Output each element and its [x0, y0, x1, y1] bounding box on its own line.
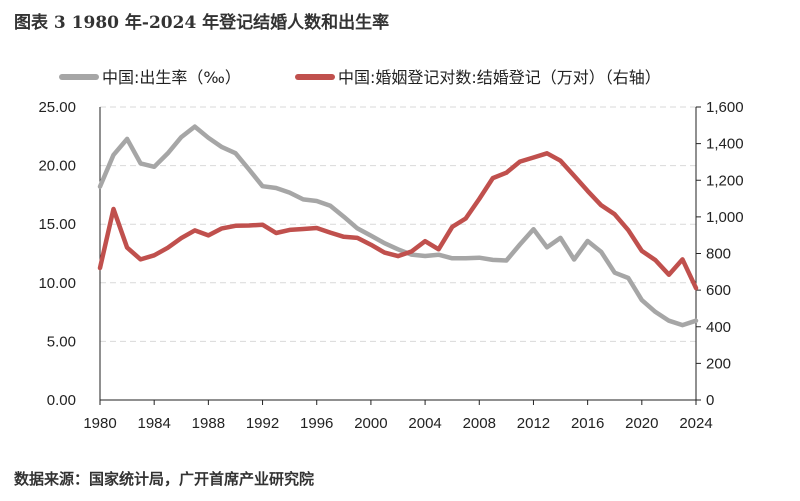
y-right-tick-label: 800 [706, 246, 731, 263]
y-right-tick-label: 1,400 [706, 136, 744, 153]
y-left-tick-label: 5.00 [47, 333, 76, 350]
y-right-tick-label: 0 [706, 392, 714, 409]
y-right-tick-label: 1,000 [706, 209, 744, 226]
series-line-marriages [97, 151, 699, 291]
y-left-tick-label: 0.00 [47, 392, 76, 409]
x-tick-label: 2020 [625, 415, 658, 432]
x-tick-label: 1988 [192, 415, 225, 432]
x-tick-label: 1980 [83, 415, 116, 432]
legend-label: 中国:婚姻登记对数:结婚登记（万对）（右轴） [338, 68, 661, 87]
legend-label: 中国:出生率（‰） [102, 68, 241, 87]
chart-title: 图表 3 1980 年-2024 年登记结婚人数和出生率 [14, 13, 390, 33]
x-tick-label: 1992 [246, 415, 279, 432]
y-left-tick-label: 20.00 [38, 158, 76, 175]
y-right-tick-label: 200 [706, 355, 731, 372]
source-note: 数据来源：国家统计局，广开首席产业研究院 [14, 470, 315, 488]
y-left-tick-label: 25.00 [38, 99, 76, 116]
y-right-tick-label: 600 [706, 282, 731, 299]
x-tick-label: 1996 [300, 415, 333, 432]
series-line-birth-rate [97, 124, 699, 328]
x-tick-label: 2000 [354, 415, 387, 432]
x-tick-label: 2012 [517, 415, 550, 432]
x-tick-label: 2024 [679, 415, 712, 432]
y-right-tick-label: 1,600 [706, 99, 744, 116]
x-tick-label: 1984 [137, 415, 170, 432]
y-left-tick-label: 10.00 [38, 275, 76, 292]
y-left-tick-label: 15.00 [38, 216, 76, 233]
y-right-tick-label: 1,200 [706, 172, 744, 189]
x-tick-label: 2016 [571, 415, 604, 432]
x-tick-label: 2008 [463, 415, 496, 432]
y-right-tick-label: 400 [706, 319, 731, 336]
x-tick-label: 2004 [408, 415, 441, 432]
